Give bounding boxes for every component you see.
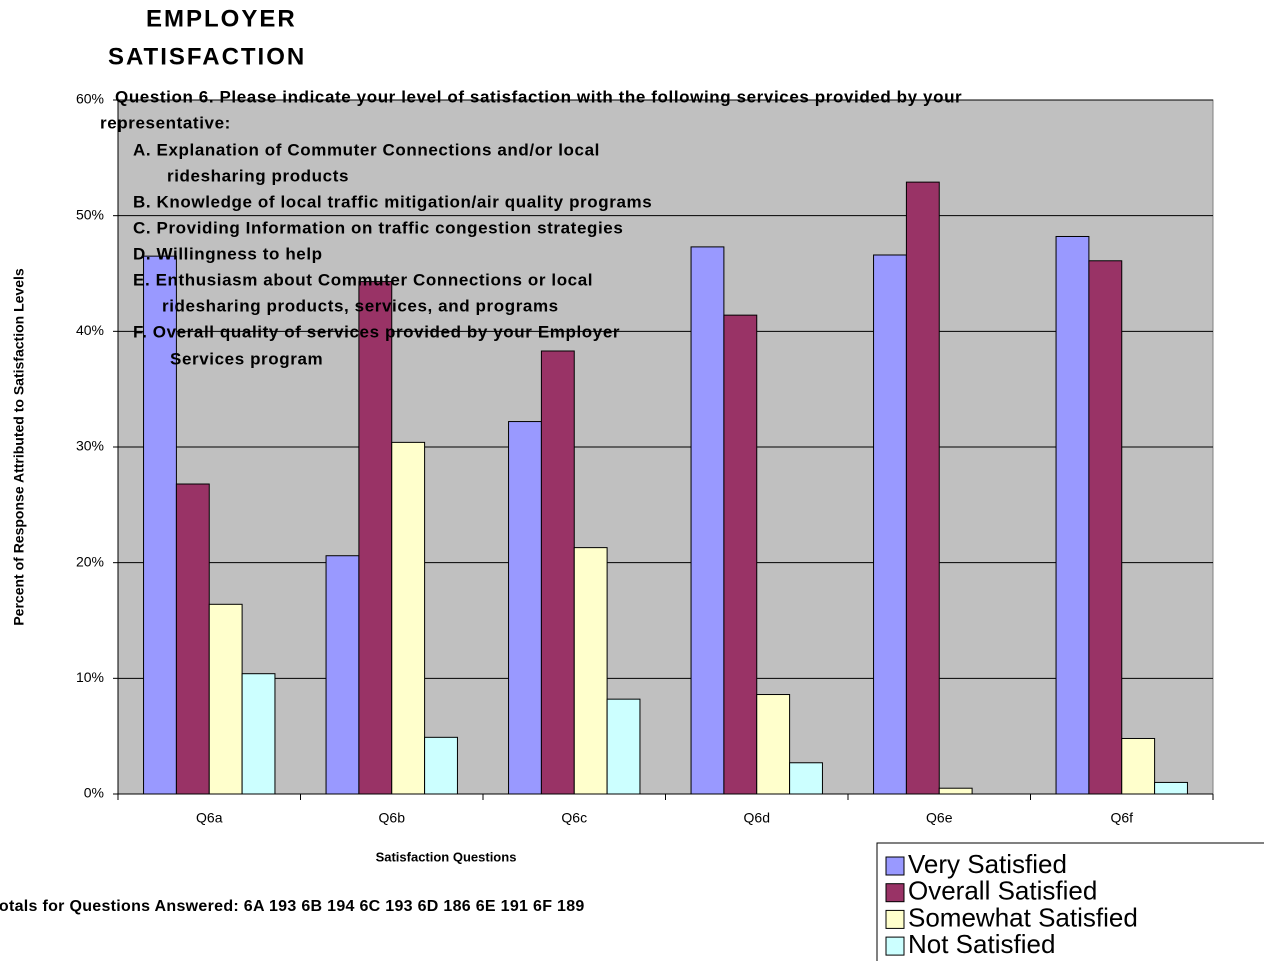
chart-title: SATISFACTION [108, 43, 306, 70]
annotation: ridesharing products, services, and prog… [162, 296, 559, 315]
annotation: B. Knowledge of local traffic mitigation… [133, 192, 652, 211]
legend-swatch [885, 909, 905, 929]
bar [905, 181, 940, 795]
legend-box [876, 842, 1264, 961]
legend-label: Overall Satisfied [908, 876, 1097, 906]
chart-title: EMPLOYER [146, 5, 297, 32]
bar [540, 350, 575, 795]
bar [391, 441, 426, 795]
bar [208, 603, 243, 795]
y-tick-label: 50% [76, 206, 104, 222]
legend-swatch [885, 856, 905, 876]
bar [756, 694, 791, 795]
annotation: F. Overall quality of services provided … [133, 322, 620, 341]
bar [358, 281, 393, 795]
y-tick-label: 40% [76, 322, 104, 338]
bar [1055, 235, 1090, 795]
y-tick-label: 0% [84, 785, 104, 801]
annotation: E. Enthusiasm about Commuter Connections… [133, 270, 593, 289]
annotation: D. Willingness to help [133, 244, 323, 263]
annotation: A. Explanation of Commuter Connections a… [133, 140, 600, 159]
bar [241, 673, 276, 795]
bar [508, 421, 542, 795]
bar [1121, 737, 1156, 795]
x-tick-label: Q6e [926, 810, 953, 826]
y-tick-label: 30% [76, 438, 104, 454]
annotation: Services program [170, 349, 323, 368]
x-axis-title: Satisfaction Questions [376, 849, 517, 864]
bar [175, 483, 210, 795]
bar [143, 255, 177, 795]
legend-swatch [885, 936, 905, 956]
bar [1088, 260, 1123, 795]
bar [789, 762, 823, 795]
annotation: Question 6. Please indicate your level o… [115, 87, 962, 106]
bar [424, 736, 458, 795]
footnote: Totals for Questions Answered: 6A 193 6B… [0, 898, 585, 915]
y-tick-label: 60% [76, 91, 104, 107]
y-tick-label: 10% [76, 669, 104, 685]
x-tick-label: Q6c [561, 810, 587, 826]
annotation: C. Providing Information on traffic cong… [133, 218, 623, 237]
bar [1154, 781, 1188, 795]
x-tick-label: Q6b [379, 810, 406, 826]
bar [573, 547, 608, 795]
x-tick-label: Q6a [196, 810, 223, 826]
annotation: ridesharing products [167, 166, 349, 185]
legend-label: Somewhat Satisfied [908, 902, 1138, 932]
bar [873, 254, 907, 795]
legend-label: Not Satisfied [908, 929, 1055, 959]
x-tick-label: Q6d [744, 810, 770, 826]
y-axis-title: Percent of Response Attributed to Satisf… [11, 268, 27, 626]
bar [325, 555, 360, 795]
x-tick-label: Q6f [1110, 810, 1133, 826]
legend-swatch [885, 883, 905, 903]
bar [938, 787, 973, 795]
legend-label: Very Satisfied [908, 849, 1067, 879]
bar [690, 246, 725, 795]
annotation: representative: [100, 113, 231, 132]
bar [606, 698, 641, 795]
y-tick-label: 20% [76, 553, 104, 569]
bar [723, 314, 758, 795]
